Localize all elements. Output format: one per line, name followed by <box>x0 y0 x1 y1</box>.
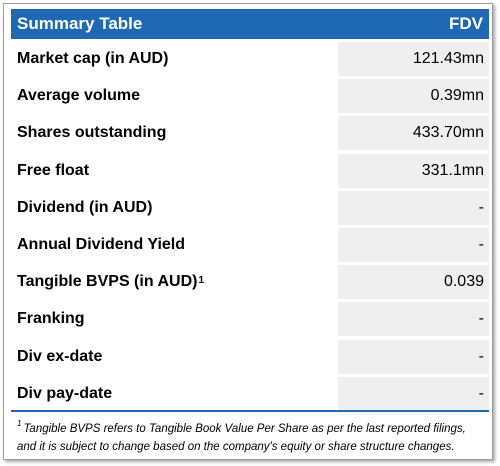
table-title: Summary Table <box>17 14 143 33</box>
table-row: Shares outstanding 433.70mn <box>11 116 489 151</box>
table-row: Div ex-date - <box>11 339 489 374</box>
footnote-number: 1 <box>17 419 22 428</box>
row-label: Average volume <box>11 79 335 114</box>
table-row: Average volume 0.39mn <box>11 79 489 114</box>
table-row: Free float 331.1mn <box>11 153 489 188</box>
row-label: Franking <box>11 302 335 337</box>
table-row: Tangible BVPS (in AUD) 1 0.039 <box>11 265 489 300</box>
row-value: 433.70mn <box>338 116 489 151</box>
row-value: 121.43mn <box>338 42 489 76</box>
row-label: Div pay-date <box>11 376 335 411</box>
footnote-line: and it is subject to change based on the… <box>17 440 455 453</box>
row-value: - <box>338 302 489 337</box>
ticker-label: FDV <box>449 14 483 33</box>
row-label: Annual Dividend Yield <box>11 227 335 262</box>
row-value: - <box>338 227 489 262</box>
row-label: Free float <box>11 153 335 188</box>
row-label: Tangible BVPS (in AUD) 1 <box>11 265 335 300</box>
row-label: Div ex-date <box>11 339 335 374</box>
footnote-marker: 1 <box>198 274 205 286</box>
row-label: Shares outstanding <box>11 116 335 151</box>
table-row: Dividend (in AUD) - <box>11 190 489 225</box>
table-row: Annual Dividend Yield - <box>11 227 489 262</box>
footnote-line: 1 Tangible BVPS refers to Tangible Book V… <box>17 419 466 435</box>
table-body: Market cap (in AUD) 121.43mn Average vol… <box>11 42 489 414</box>
row-value: 331.1mn <box>338 153 489 188</box>
footnote: 1 Tangible BVPS refers to Tangible Book V… <box>11 410 489 456</box>
table-header: Summary Table FDV <box>11 9 489 39</box>
table-row: Market cap (in AUD) 121.43mn <box>11 42 489 76</box>
row-value: 0.039 <box>338 265 489 300</box>
row-value: - <box>338 190 489 225</box>
table-row: Franking - <box>11 302 489 337</box>
row-value: - <box>338 339 489 374</box>
row-value: - <box>338 376 489 411</box>
row-label: Market cap (in AUD) <box>11 42 335 76</box>
row-value: 0.39mn <box>338 79 489 114</box>
row-label: Dividend (in AUD) <box>11 190 335 225</box>
table-row: Div pay-date - <box>11 376 489 411</box>
